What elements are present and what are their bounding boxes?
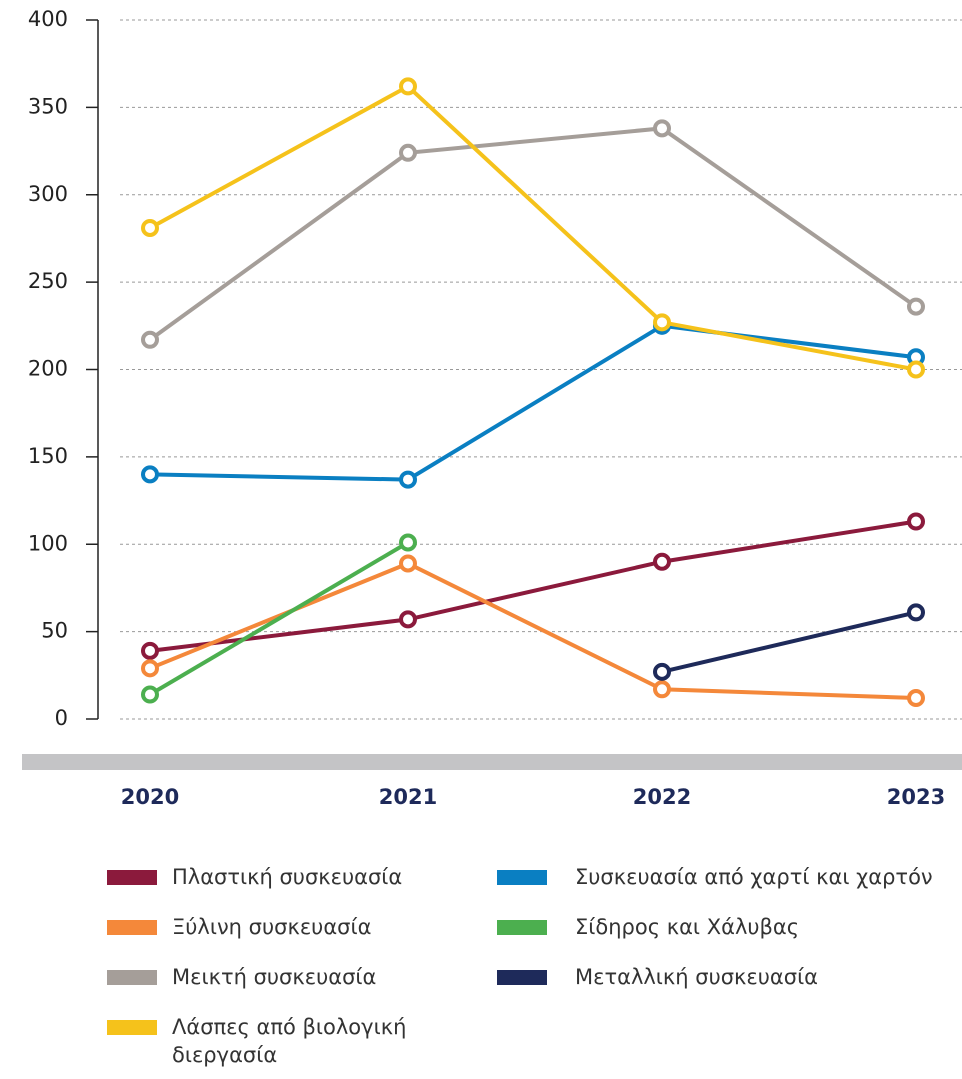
- legend-label: Λάσπες από βιολογική διεργασία: [172, 1015, 407, 1067]
- legend-label: Συσκευασία από χαρτί και χαρτόν: [575, 865, 933, 889]
- legend-swatch: [497, 870, 547, 885]
- point: [907, 297, 925, 316]
- point: [141, 330, 159, 349]
- legend-swatch: [107, 1020, 157, 1035]
- point: [653, 119, 671, 138]
- series-line: [148, 540, 410, 697]
- legend-swatch: [107, 870, 157, 885]
- legend-swatch: [107, 920, 157, 935]
- point: [141, 659, 159, 678]
- point: [653, 552, 671, 571]
- y-tick-label: 400: [28, 7, 68, 31]
- point: [141, 685, 159, 704]
- point: [399, 610, 417, 629]
- point: [399, 143, 417, 162]
- series-line: [149, 83, 917, 372]
- legend-swatch: [497, 970, 547, 985]
- series-line: [149, 323, 917, 482]
- x-tick-label: 2022: [633, 785, 691, 809]
- point: [141, 465, 159, 484]
- point: [399, 533, 417, 552]
- point: [907, 360, 925, 379]
- series-line: [149, 519, 917, 653]
- point: [907, 603, 925, 622]
- point: [653, 313, 671, 332]
- point: [141, 218, 159, 237]
- y-tick-label: 300: [28, 182, 68, 206]
- point: [907, 689, 925, 708]
- y-tick-label: 200: [28, 357, 68, 381]
- legend-label: Σίδηρος και Χάλυβας: [575, 915, 800, 939]
- legend-swatch: [107, 970, 157, 985]
- x-tick-label: 2021: [379, 785, 437, 809]
- x-tick-label: 2023: [887, 785, 945, 809]
- chart: 0 50 100 150 200 250 300 350 400 2020 2021 2022 2023: [22, 7, 962, 809]
- series-line: [661, 610, 917, 674]
- y-tick-label: 100: [28, 531, 68, 555]
- x-band: [22, 754, 962, 770]
- y-tick-label: 350: [28, 94, 68, 118]
- series-line: [149, 561, 917, 701]
- x-tick-label: 2020: [121, 785, 179, 809]
- point: [907, 512, 925, 531]
- point: [141, 641, 159, 660]
- point: [399, 470, 417, 489]
- legend-swatch: [497, 920, 547, 935]
- legend-label: Μεικτή συσκευασία: [172, 965, 377, 989]
- point: [653, 662, 671, 681]
- y-tick-label: 0: [55, 706, 68, 730]
- point: [653, 680, 671, 699]
- y-tick-label: 250: [28, 269, 68, 293]
- series-line: [148, 126, 918, 342]
- point: [399, 77, 417, 96]
- y-tick-label: 50: [41, 619, 68, 643]
- legend-label: Πλαστική συσκευασία: [172, 865, 403, 889]
- point: [399, 554, 417, 573]
- legend-label: Μεταλλική συσκευασία: [575, 965, 819, 989]
- y-tick-label: 150: [28, 444, 68, 468]
- legend-label: Ξύλινη συσκευασία: [172, 915, 372, 939]
